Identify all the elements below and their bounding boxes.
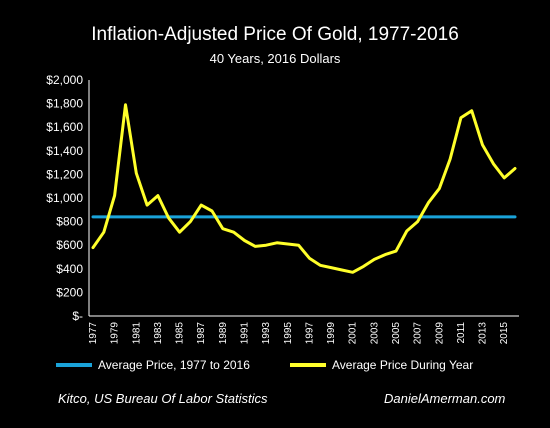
y-tick-label: $1,400	[46, 144, 83, 158]
x-tick-label: 1981	[131, 322, 142, 345]
x-tick-label: 1989	[218, 322, 229, 345]
x-tick-label: 2009	[434, 322, 445, 345]
y-tick-labels: $- $200 $400 $600 $800 $1,000 $1,200 $1,400 $1,6…	[46, 73, 83, 323]
x-tick-label: 1995	[283, 322, 294, 345]
x-tick-label: 2001	[348, 322, 359, 345]
x-tick-label: 2011	[456, 322, 467, 344]
y-tick-label: $400	[56, 262, 83, 276]
x-tick-label: 2013	[478, 322, 489, 345]
source-note: Kitco, US Bureau Of Labor Statistics	[58, 391, 268, 406]
legend-label-average-during-year: Average Price During Year	[332, 358, 473, 372]
x-tick-label: 2003	[369, 322, 380, 345]
x-tick-label: 2007	[413, 322, 424, 345]
x-tick-label: 1991	[239, 322, 250, 345]
y-tick-label: $800	[56, 215, 83, 229]
x-tick-label: 1979	[110, 322, 121, 345]
x-tick-label: 2005	[391, 322, 402, 345]
x-tick-label: 2015	[499, 322, 510, 345]
x-tick-label: 1983	[153, 322, 164, 345]
chart-subtitle: 40 Years, 2016 Dollars	[210, 51, 341, 66]
y-tick-label: $1,000	[46, 191, 83, 205]
x-tick-label: 1999	[326, 322, 337, 345]
y-tick-label: $2,000	[46, 73, 83, 87]
x-tick-label: 1987	[196, 322, 207, 345]
chart-title: Inflation-Adjusted Price Of Gold, 1977-2…	[91, 24, 459, 45]
series-line-average-during-year	[91, 103, 517, 274]
y-tick-label: $1,800	[46, 97, 83, 111]
y-tick-label: $1,600	[46, 120, 83, 134]
x-tick-labels: 1977 1979 1981 1983 1985 1987 1989 1991 1993 1995…	[88, 322, 510, 345]
x-tick-label: 1993	[261, 322, 272, 345]
y-tick-label: $-	[72, 309, 83, 323]
x-tick-label: 1997	[304, 322, 315, 345]
x-tick-label: 1985	[175, 322, 186, 345]
x-tick-label: 1977	[88, 322, 99, 345]
y-tick-label: $1,200	[46, 167, 83, 181]
legend-label-average-1977-2016: Average Price, 1977 to 2016	[98, 358, 250, 372]
y-tick-label: $600	[56, 238, 83, 252]
site-credit: DanielAmerman.com	[384, 391, 506, 406]
y-tick-label: $200	[56, 285, 83, 299]
series-layer	[91, 103, 517, 274]
legend: Average Price, 1977 to 2016 Average Pric…	[56, 358, 473, 372]
